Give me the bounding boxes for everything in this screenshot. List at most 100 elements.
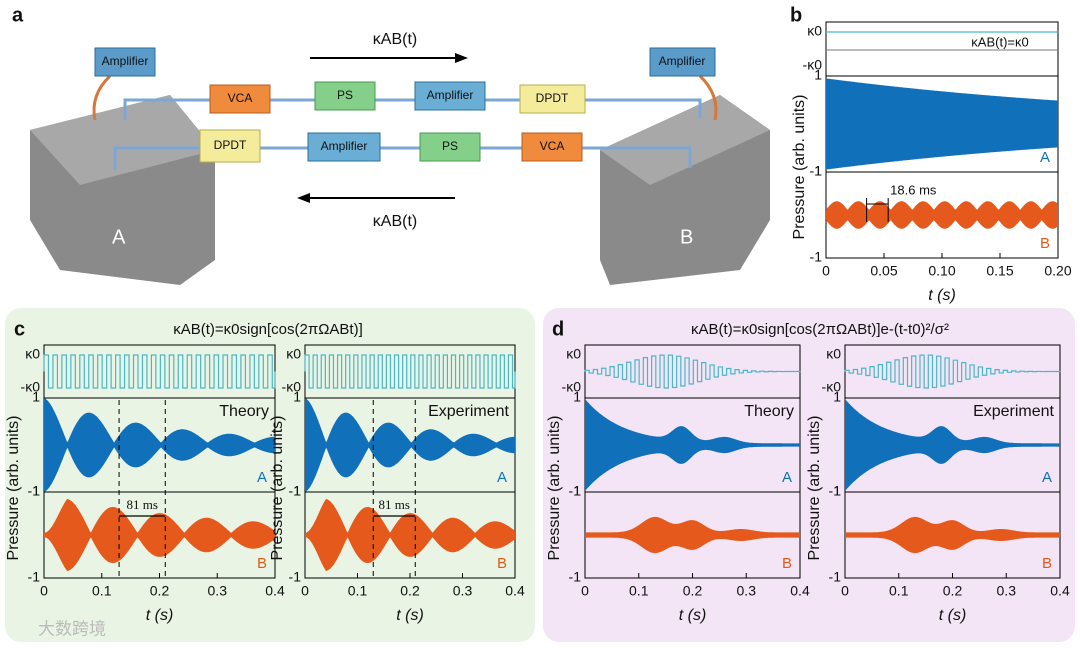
waveform (585, 398, 800, 492)
waveform (845, 398, 1060, 492)
y-axis-label: Pressure (arb. units) (269, 416, 286, 561)
coupling-signal (584, 354, 801, 389)
trace-label: A (782, 469, 792, 486)
device (314, 81, 376, 111)
y-tick-label: -1 (810, 163, 823, 179)
device-label: PS (337, 88, 353, 102)
x-tick-label: 0.1 (92, 583, 112, 599)
device (199, 129, 261, 163)
kappa-label: κ0 (286, 346, 301, 362)
panel-c-bg (5, 308, 535, 642)
x-tick-label: 0.20 (1044, 263, 1071, 279)
y-tick-label: -1 (829, 569, 842, 585)
trace-label: A (1042, 469, 1052, 486)
block-top (30, 95, 215, 185)
trace-label: B (1042, 555, 1052, 572)
period-label: 18.6 ms (890, 182, 937, 197)
device (521, 132, 583, 162)
panel-d-bg (543, 308, 1075, 642)
y-tick-label: 1 (32, 483, 40, 499)
x-axis-label: t (s) (939, 607, 967, 624)
site-label: A (112, 226, 126, 248)
panel-label: c (14, 318, 25, 340)
trace-label: A (497, 469, 507, 486)
x-tick-label: 0.3 (453, 583, 473, 599)
waveform (845, 516, 1060, 554)
device-label: Amplifier (102, 54, 149, 68)
x-tick-label: 0.4 (265, 583, 285, 599)
kappa-label: κ0 (566, 346, 581, 362)
waveform (826, 201, 1058, 229)
block-top (600, 95, 770, 185)
y-tick-label: 1 (814, 163, 822, 179)
y-tick-label: 1 (573, 389, 581, 405)
plot-name: Theory (744, 403, 794, 420)
x-axis-label: t (s) (679, 607, 707, 624)
x-tick-label: 0 (581, 583, 589, 599)
y-tick-label: -1 (569, 483, 582, 499)
equation: κAB(t)=κ0 (971, 34, 1028, 49)
arrow-label: κAB(t) (373, 31, 417, 48)
panel-label: b (790, 4, 802, 26)
x-tick-label: 0 (40, 583, 48, 599)
y-axis-label: Pressure (arb. units) (546, 416, 563, 561)
watermark: 大数跨境 (38, 619, 106, 638)
x-tick-label: 0.4 (1050, 583, 1070, 599)
plot-name: Experiment (973, 403, 1054, 420)
trace-label: A (257, 469, 267, 486)
device-label: DPDT (214, 138, 247, 152)
wire (92, 74, 112, 121)
y-tick-label: -1 (28, 483, 41, 499)
trace-label: B (257, 555, 267, 572)
panel-a: a Amplifier VCA PS Amplifier DPDT Amplif… (12, 4, 770, 285)
x-tick-label: 0.3 (208, 583, 228, 599)
kappa-label: -κ0 (282, 379, 302, 395)
x-tick-label: 0.1 (629, 583, 649, 599)
kappa-label: κ0 (826, 346, 841, 362)
waveform (44, 398, 275, 492)
cable (113, 146, 692, 170)
device (519, 84, 586, 114)
y-tick-label: -1 (829, 483, 842, 499)
y-tick-label: 1 (293, 483, 301, 499)
x-tick-label: 0.4 (790, 583, 810, 599)
trace-label: B (497, 555, 507, 572)
device-label: VCA (228, 91, 253, 105)
trace-label: B (1040, 235, 1050, 252)
kappa-label: -κ0 (803, 57, 823, 73)
kappa-label: κ0 (807, 23, 822, 39)
device-label: Amplifier (427, 88, 474, 102)
y-tick-label: 1 (814, 67, 822, 83)
kappa-label: -κ0 (21, 379, 41, 395)
y-tick-label: 1 (833, 389, 841, 405)
x-tick-label: 0.10 (928, 263, 955, 279)
y-tick-label: -1 (569, 569, 582, 585)
kappa-label: κ0 (25, 346, 40, 362)
x-tick-label: 0.1 (889, 583, 909, 599)
x-tick-label: 0 (301, 583, 309, 599)
x-tick-label: 0.2 (150, 583, 170, 599)
device (419, 132, 481, 162)
coupling-signal (304, 354, 516, 389)
y-tick-label: -1 (810, 249, 823, 265)
device-label: Amplifier (659, 54, 706, 68)
device (414, 81, 486, 111)
waveform (305, 398, 515, 492)
y-axis-label: Pressure (arb. units) (806, 416, 823, 561)
panel-label: a (12, 4, 24, 26)
plot-name: Theory (219, 403, 269, 420)
x-tick-label: 0.3 (997, 583, 1017, 599)
trace-label: A (1040, 149, 1050, 166)
arrow-head (297, 193, 310, 203)
waveform (585, 516, 800, 554)
interval-label: 81 ms (379, 497, 410, 512)
arrow-head (455, 53, 468, 63)
y-axis-label: Pressure (arb. units) (5, 416, 22, 561)
waveform (826, 78, 1058, 170)
x-tick-label: 0.15 (986, 263, 1013, 279)
x-tick-label: 0 (822, 263, 830, 279)
device-label: Amplifier (321, 139, 368, 153)
y-tick-label: 1 (833, 483, 841, 499)
x-tick-label: 0.3 (737, 583, 757, 599)
plot-name: Experiment (428, 403, 509, 420)
